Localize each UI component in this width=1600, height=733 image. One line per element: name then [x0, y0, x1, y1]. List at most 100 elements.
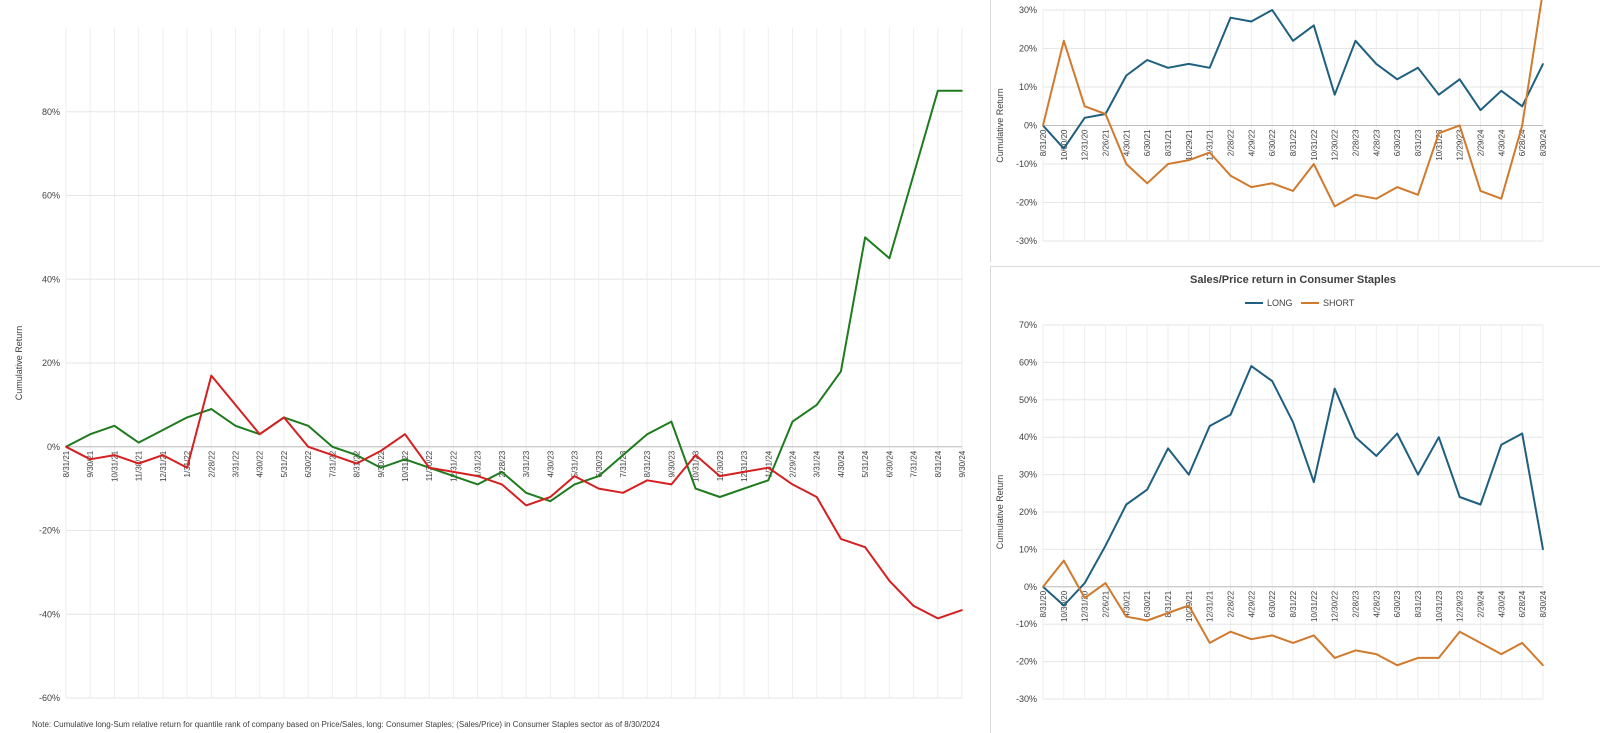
long-point: [1354, 436, 1357, 438]
x-tick-label: 5/31/22: [280, 450, 289, 477]
short-point: [1125, 615, 1128, 618]
x-tick-label: 10/31/22: [1310, 590, 1319, 622]
series-1-point: [380, 466, 382, 469]
long-point: [1354, 40, 1357, 42]
x-tick-label: 11/30/21: [135, 450, 144, 481]
series-2-point: [331, 454, 334, 456]
x-tick-label: 4/28/23: [1372, 590, 1381, 617]
x-tick-label: 10/30/20: [1060, 129, 1069, 161]
x-tick-label: 12/29/23: [1456, 129, 1465, 161]
y-tick-label: 50%: [1019, 395, 1037, 405]
short-point: [1104, 113, 1107, 115]
y-tick-label: 10%: [1019, 82, 1037, 92]
short-point: [1250, 186, 1253, 188]
long-point: [1063, 147, 1065, 150]
long-point: [1500, 443, 1503, 446]
long-point: [1396, 78, 1398, 81]
series-2-point: [162, 454, 164, 456]
x-tick-label: 8/31/21: [1164, 590, 1173, 617]
y-tick-label: 60%: [1019, 357, 1037, 367]
x-tick-label: 10/31/23: [1435, 129, 1444, 161]
x-tick-label: 8/31/22: [1289, 590, 1298, 617]
series-1-point: [864, 236, 866, 239]
series-2-point: [815, 496, 818, 498]
x-tick-label: 12/31/21: [1206, 590, 1215, 622]
x-tick-label: 12/31/21: [1206, 129, 1215, 161]
x-tick-label: 2/28/23: [498, 450, 507, 477]
series-2-point: [573, 475, 576, 477]
series-2-point: [961, 609, 963, 611]
series-1-point: [573, 483, 576, 486]
x-tick-label: 2/28/22: [1227, 129, 1236, 156]
y-tick-label: 0%: [1024, 582, 1037, 592]
series-1-point: [355, 454, 358, 456]
x-tick-label: 4/30/24: [1497, 129, 1506, 156]
series-1-line: [65, 89, 962, 503]
series-1-point: [307, 425, 309, 427]
series-1-point: [404, 458, 406, 461]
x-tick-label: 2/26/21: [1102, 129, 1111, 156]
long-point: [1125, 74, 1128, 77]
y-tick-label: 30%: [1019, 470, 1037, 480]
legend-label-long: LONG: [1267, 298, 1293, 308]
y-tick-label: 40%: [1019, 432, 1037, 442]
x-tick-label: 4/30/23: [546, 450, 555, 477]
x-tick-label: 9/30/21: [86, 450, 95, 477]
short-point: [1458, 630, 1461, 633]
main-chart-panel: -60% -40% -20% 0% 20% 40% 60% 80% Cumulative Ret…: [14, 28, 967, 703]
long-point: [1229, 413, 1232, 416]
series-1-point: [694, 487, 697, 490]
series-2-point: [646, 479, 648, 482]
series-2-point: [864, 546, 866, 549]
series-2-point: [476, 475, 479, 477]
short-point: [1500, 653, 1503, 655]
x-tick-label: 8/31/20: [1039, 590, 1048, 617]
x-tick-label: 9/30/23: [667, 450, 676, 477]
short-point: [1354, 649, 1357, 652]
long-point: [1438, 436, 1440, 438]
x-tick-label: 8/31/23: [643, 450, 652, 477]
x-tick-label: 3/31/24: [813, 450, 822, 477]
short-point: [1083, 105, 1086, 108]
x-tick-label: 2/28/22: [1227, 590, 1236, 617]
short-point: [1333, 657, 1336, 659]
x-tick-label: 10/31/22: [1310, 129, 1319, 161]
x-tick-label: 6/30/23: [1393, 129, 1402, 156]
short-point: [1313, 634, 1315, 637]
x-tick-label: 2/29/24: [1477, 590, 1486, 617]
series-1-point: [452, 475, 455, 477]
series-1-point: [234, 425, 237, 427]
chart-footnote: Note: Cumulative long-Sum relative retur…: [32, 720, 660, 729]
long-point: [1271, 9, 1273, 11]
short-point: [1479, 642, 1482, 644]
y-tick-label: 20%: [42, 358, 60, 368]
y-axis-title: Cumulative Return: [995, 475, 1005, 550]
y-axis-title: Cumulative Return: [995, 88, 1005, 163]
long-point: [1500, 90, 1503, 92]
long-point: [1292, 40, 1294, 42]
sales-price-return-chart: Sales/Price return in Consumer Staples LO…: [995, 274, 1548, 704]
long-point: [1167, 66, 1169, 69]
long-point: [1375, 455, 1378, 457]
x-tick-label: 8/31/23: [1414, 590, 1423, 617]
short-point: [1042, 586, 1044, 588]
short-point: [1188, 159, 1190, 161]
short-point: [1188, 604, 1190, 607]
long-point: [1188, 473, 1190, 476]
series-1-point: [113, 425, 116, 427]
long-point: [1458, 496, 1461, 498]
long-point: [1313, 24, 1315, 27]
series-1-point: [840, 370, 842, 373]
long-point: [1104, 544, 1107, 547]
series-2-point: [525, 504, 527, 507]
series-2-point: [283, 416, 285, 419]
y-tick-label: 60%: [42, 191, 60, 201]
series-1-point: [646, 433, 648, 435]
chart-title: Sales/Price return in Consumer Staples: [1190, 274, 1396, 286]
x-tick-label: 1/31/24: [764, 450, 773, 477]
x-tick-label: 6/30/23: [595, 450, 604, 477]
x-tick-label: 8/31/21: [62, 450, 71, 477]
short-point: [1208, 642, 1211, 644]
short-point: [1417, 657, 1419, 659]
series-1-point: [912, 173, 915, 176]
